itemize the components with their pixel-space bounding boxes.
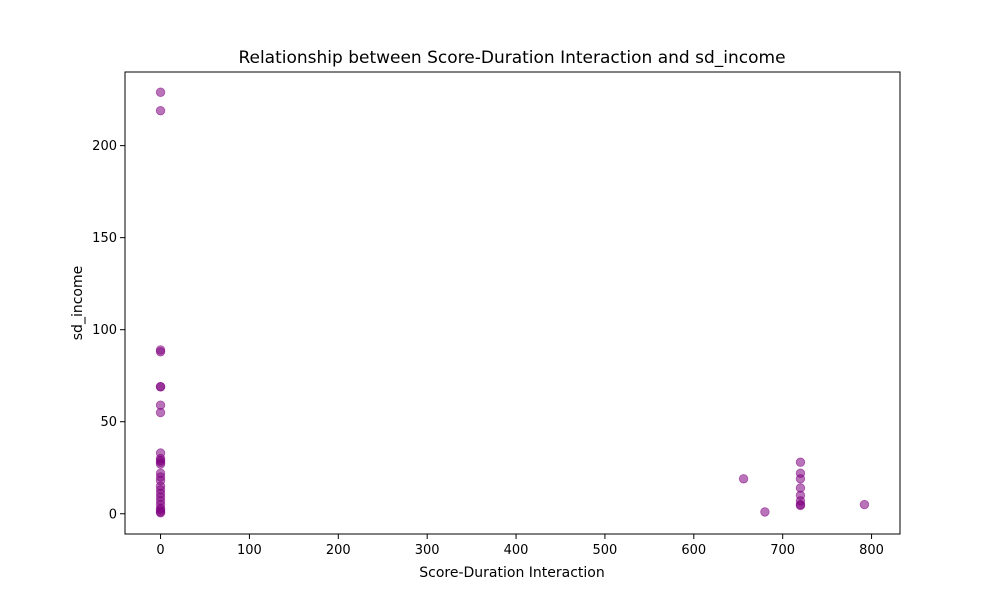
- scatter-point: [155, 508, 166, 518]
- scatter-point: [155, 459, 166, 469]
- scatter-point: [738, 474, 749, 484]
- scatter-point: [155, 87, 166, 97]
- scatter-point: [155, 105, 166, 116]
- x-tick-label: 100: [237, 543, 262, 558]
- x-tick-label: 200: [326, 543, 351, 558]
- points-layer: [155, 87, 870, 518]
- x-axis-label: Score-Duration Interaction: [419, 565, 604, 581]
- y-tick-label: 100: [92, 323, 117, 338]
- y-axis: 0 50 100 150 200: [92, 139, 125, 522]
- scatter-point: [155, 347, 166, 357]
- scatter-point: [155, 382, 166, 392]
- y-tick-label: 200: [92, 139, 117, 154]
- plot-area: [125, 72, 900, 534]
- y-tick-label: 0: [109, 507, 117, 522]
- x-axis: 0 100 200 300 400 500 600 700 800: [156, 534, 884, 558]
- y-tick-label: 50: [100, 415, 117, 430]
- scatter-point: [155, 407, 166, 418]
- x-tick-label: 400: [504, 543, 529, 558]
- x-tick-label: 700: [770, 543, 795, 558]
- y-axis-label: sd_income: [70, 266, 86, 340]
- chart-title: Relationship between Score-Duration Inte…: [238, 48, 785, 68]
- x-tick-label: 600: [681, 543, 706, 558]
- x-tick-label: 300: [415, 543, 440, 558]
- x-tick-label: 800: [859, 543, 884, 558]
- x-tick-label: 500: [593, 543, 618, 558]
- scatter-point: [795, 457, 806, 467]
- scatter-point: [795, 474, 806, 484]
- y-tick-label: 150: [92, 231, 117, 246]
- x-tick-label: 0: [156, 543, 164, 558]
- scatter-point: [859, 499, 870, 510]
- scatter-point: [795, 500, 806, 511]
- plot-frame: [124, 71, 901, 535]
- scatter-point: [760, 507, 770, 517]
